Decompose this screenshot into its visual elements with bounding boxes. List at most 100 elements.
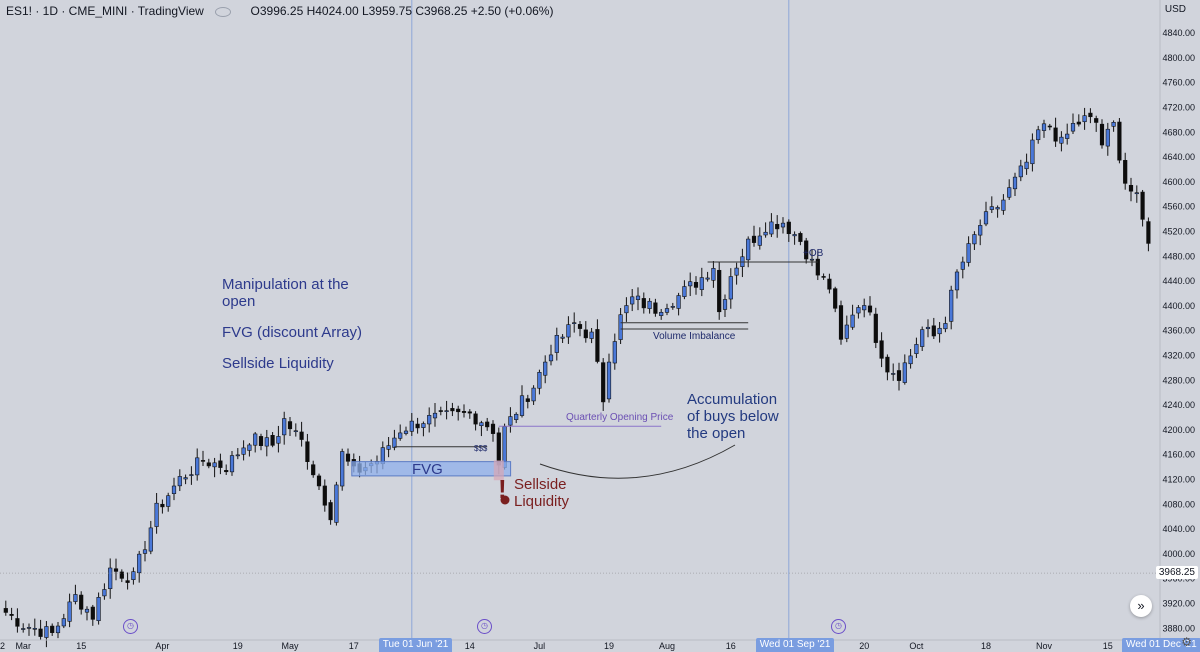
eye-icon[interactable] <box>215 6 232 17</box>
annotation-line: Sellside <box>514 476 567 493</box>
candle-body <box>995 207 1000 210</box>
price-tick-label: 4720.00 <box>1162 103 1195 113</box>
candle-body <box>67 601 72 622</box>
candle-body <box>125 580 130 583</box>
candle-body <box>949 289 954 322</box>
candle-body <box>177 476 182 487</box>
candle-body <box>224 470 229 473</box>
time-tick-label: Apr <box>155 641 169 651</box>
price-tick-label: 4120.00 <box>1162 475 1195 485</box>
candle-body <box>728 276 733 300</box>
candle-body <box>966 243 971 263</box>
fvg-label: FVG <box>412 461 443 478</box>
candle-body <box>485 421 490 428</box>
last-price-badge: 3968.25 <box>1155 566 1198 580</box>
gear-icon[interactable]: ⚙ <box>1181 635 1192 649</box>
annotation-line: Manipulation at the <box>222 276 349 293</box>
candle-body <box>821 276 826 278</box>
candle-body <box>137 553 142 574</box>
candle-body <box>763 231 768 236</box>
price-tick-label: 4360.00 <box>1162 326 1195 336</box>
candle-body <box>1076 121 1081 125</box>
sss-label: $$$ <box>474 444 488 453</box>
dividend-event-icon[interactable]: ◷ <box>831 619 846 634</box>
candle-body <box>682 286 687 297</box>
candle-body <box>334 484 339 523</box>
candle-body <box>247 444 252 451</box>
price-tick-label: 4800.00 <box>1162 53 1195 63</box>
candle-body <box>84 608 90 613</box>
candle-body <box>32 628 37 630</box>
candle-body <box>635 295 641 300</box>
candle-body <box>450 408 455 412</box>
currency-label[interactable]: USD <box>1164 4 1186 15</box>
time-tick-label: Mar <box>15 641 31 651</box>
dividend-event-icon[interactable]: ◷ <box>123 619 138 634</box>
candle-body <box>885 356 890 373</box>
candle-body <box>311 464 316 476</box>
dividend-event-icon[interactable]: ◷ <box>477 619 492 634</box>
candle-body <box>328 502 333 521</box>
candle-body <box>61 618 66 627</box>
candle-body <box>293 430 298 433</box>
candle-body <box>79 594 84 610</box>
candle-body <box>554 335 559 353</box>
candles <box>3 107 1151 648</box>
candle-body <box>50 625 55 633</box>
candle-body <box>1053 127 1058 142</box>
candle-body <box>1082 115 1087 123</box>
ob-label: +OB <box>803 248 824 259</box>
candle-body <box>270 435 275 446</box>
candle-body <box>751 235 757 243</box>
time-tick-label: 15 <box>1103 641 1113 651</box>
candle-body <box>1024 161 1029 170</box>
candle-body <box>444 410 449 412</box>
candle-body <box>978 225 983 236</box>
candle-body <box>3 608 8 613</box>
candle-body <box>171 485 177 494</box>
candle-body <box>798 233 803 242</box>
candle-body <box>612 341 617 364</box>
candle-body <box>711 268 716 281</box>
candle-body <box>908 355 913 365</box>
candle-body <box>131 571 136 580</box>
candle-body <box>659 311 664 316</box>
candle-body <box>148 527 153 552</box>
candle-body <box>873 313 878 343</box>
candle-body <box>432 412 438 419</box>
annotation-line: open <box>222 293 256 310</box>
price-tick-label: 4080.00 <box>1162 499 1195 509</box>
candle-body <box>1036 129 1041 141</box>
candle-body <box>473 413 478 425</box>
time-tick-label: Aug <box>659 641 675 651</box>
candle-body <box>519 395 525 416</box>
candle-body <box>1123 160 1128 184</box>
candle-body <box>972 234 977 245</box>
candle-body <box>479 422 484 427</box>
candle-body <box>166 495 171 507</box>
candle-body <box>902 362 907 383</box>
candle-body <box>113 568 119 572</box>
candle-body <box>1088 112 1093 118</box>
change-value: +2.50 (+0.06%) <box>470 4 554 18</box>
candle-body <box>531 387 536 402</box>
candle-body <box>21 628 26 630</box>
crosshair-date-badge: Wed 01 Dec '21 <box>1122 638 1200 652</box>
scroll-to-realtime-button[interactable]: » <box>1130 595 1152 617</box>
candle-body <box>73 594 78 602</box>
candle-body <box>1030 139 1035 165</box>
candle-body <box>577 324 583 329</box>
exclaim-dot <box>500 495 510 505</box>
price-tick-label: 4200.00 <box>1162 425 1195 435</box>
candle-body <box>235 454 240 457</box>
candle-body <box>386 445 391 450</box>
candle-body <box>490 423 496 434</box>
candle-body <box>815 258 820 276</box>
candle-body <box>218 460 223 468</box>
price-tick-label: 4600.00 <box>1162 177 1195 187</box>
candle-body <box>879 340 884 359</box>
candle-body <box>90 606 95 620</box>
candle-body <box>467 411 472 414</box>
